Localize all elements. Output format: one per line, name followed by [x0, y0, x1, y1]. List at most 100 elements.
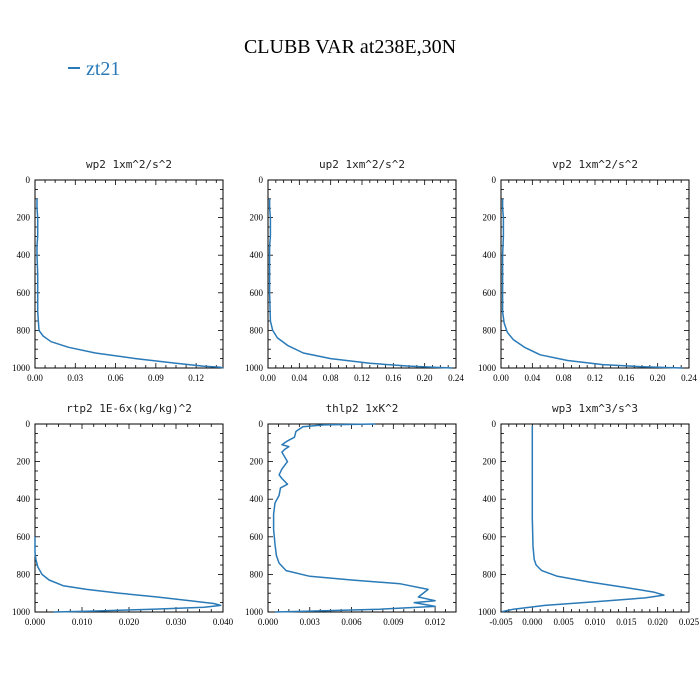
- y-tick-label: 800: [250, 325, 264, 335]
- panel-title: up2 1xm^2/s^2: [319, 158, 405, 171]
- x-tick-label: 0.006: [341, 617, 362, 627]
- y-tick-label: 0: [259, 419, 264, 429]
- legend-swatch: [68, 67, 80, 70]
- y-tick-label: 400: [483, 250, 497, 260]
- y-tick-label: 800: [483, 325, 497, 335]
- plot-frame: [267, 423, 457, 613]
- x-tick-label: 0.12: [587, 373, 603, 383]
- x-tick-label: 0.009: [383, 617, 404, 627]
- y-tick-label: 800: [250, 569, 264, 579]
- y-tick-label: 400: [17, 250, 31, 260]
- y-tick-label: 200: [250, 213, 264, 223]
- x-tick-label: 0.08: [323, 373, 339, 383]
- x-tick-label: 0.12: [354, 373, 370, 383]
- x-tick-label: 0.010: [585, 617, 606, 627]
- y-tick-label: 600: [250, 288, 264, 298]
- panel-title: wp2 1xm^2/s^2: [86, 158, 172, 171]
- x-tick-label: 0.000: [258, 617, 279, 627]
- y-tick-label: 600: [250, 532, 264, 542]
- chart-panel-3: vp2 1xm^2/s^2 0.00 0.04 0.08 0.12 0.16 0.20 0.2…: [478, 158, 697, 383]
- y-tick-label: 0: [492, 175, 497, 185]
- y-tick-label: 600: [483, 532, 497, 542]
- chart-panel-2: up2 1xm^2/s^2 0.00 0.04 0.08 0.12 0.16 0.20 0.2…: [245, 158, 464, 383]
- x-tick-label: 0.00: [493, 373, 509, 383]
- x-tick-label: 0.09: [148, 373, 164, 383]
- chart-panel-6: wp3 1xm^3/s^3 -0.005 0.000 0.005 0.010 0.015 0…: [478, 402, 700, 627]
- figure-title: CLUBB VAR at238E,30N: [243, 36, 457, 58]
- x-tick-label: 0.030: [166, 617, 187, 627]
- x-tick-label: 0.20: [650, 373, 666, 383]
- legend-label: zt21: [86, 58, 121, 80]
- x-tick-label: 0.000: [522, 617, 543, 627]
- series-line-zt21: [36, 198, 224, 369]
- y-tick-label: 200: [17, 457, 31, 467]
- chart-panel-1: wp2 1xm^2/s^2 0.00 0.03 0.06 0.09 0.12 0 200 400…: [12, 158, 224, 383]
- x-tick-label: 0.24: [448, 373, 464, 383]
- x-tick-label: 0.000: [25, 617, 46, 627]
- x-tick-label: 0.08: [556, 373, 572, 383]
- y-tick-label: 0: [259, 175, 264, 185]
- x-tick-label: 0.06: [108, 373, 124, 383]
- y-tick-label: 800: [17, 325, 31, 335]
- series-line-zt21: [502, 425, 665, 613]
- y-tick-label: 1000: [245, 363, 264, 373]
- y-tick-label: 800: [483, 569, 497, 579]
- y-tick-label: 400: [250, 494, 264, 504]
- y-tick-label: 600: [17, 288, 31, 298]
- plot-frame: [34, 423, 224, 613]
- x-tick-label: 0.20: [417, 373, 433, 383]
- x-tick-label: 0.012: [425, 617, 445, 627]
- plot-frame: [500, 179, 690, 369]
- y-tick-label: 200: [250, 457, 264, 467]
- x-tick-label: 0.04: [291, 373, 307, 383]
- chart-panel-4: rtp2 1E-6x(kg/kg)^2 0.000 0.010 0.020 0.030 0…: [12, 402, 234, 627]
- plot-frame: [34, 179, 224, 369]
- x-tick-label: 0.005: [554, 617, 575, 627]
- y-tick-label: 400: [250, 250, 264, 260]
- y-tick-label: 200: [483, 213, 497, 223]
- legend: zt21: [68, 58, 120, 81]
- y-tick-label: 0: [26, 419, 31, 429]
- x-tick-label: 0.025: [679, 617, 700, 627]
- series-line-zt21: [501, 198, 683, 369]
- x-tick-label: 0.04: [524, 373, 540, 383]
- series-line-zt21: [272, 423, 436, 613]
- y-tick-label: 400: [483, 494, 497, 504]
- panel-title: wp3 1xm^3/s^3: [552, 402, 638, 415]
- x-tick-label: 0.12: [188, 373, 204, 383]
- chart-panel-5: thlp2 1xK^2 0.000 0.003 0.006 0.009 0.012 0 200…: [245, 402, 457, 627]
- y-tick-label: 1000: [12, 607, 31, 617]
- plot-frame: [500, 423, 690, 613]
- x-tick-label: 0.003: [300, 617, 321, 627]
- x-tick-label: 0.24: [681, 373, 697, 383]
- panel-title: thlp2 1xK^2: [326, 402, 399, 415]
- y-tick-label: 600: [17, 532, 31, 542]
- x-tick-label: 0.00: [27, 373, 43, 383]
- x-tick-label: 0.015: [616, 617, 637, 627]
- series-line-zt21: [34, 536, 222, 613]
- x-tick-label: 0.16: [385, 373, 401, 383]
- x-tick-label: -0.005: [489, 617, 513, 627]
- x-tick-label: 0.00: [260, 373, 276, 383]
- plot-frame: [267, 179, 457, 369]
- y-tick-label: 1000: [478, 607, 497, 617]
- panel-title: vp2 1xm^2/s^2: [552, 158, 638, 171]
- x-tick-label: 0.020: [648, 617, 669, 627]
- x-tick-label: 0.010: [72, 617, 93, 627]
- y-tick-label: 600: [483, 288, 497, 298]
- y-tick-label: 0: [492, 419, 497, 429]
- y-tick-label: 800: [17, 569, 31, 579]
- y-tick-label: 1000: [12, 363, 31, 373]
- x-tick-label: 0.020: [119, 617, 140, 627]
- panel-title: rtp2 1E-6x(kg/kg)^2: [66, 402, 192, 415]
- y-tick-label: 1000: [478, 363, 497, 373]
- x-tick-label: 0.03: [67, 373, 83, 383]
- y-tick-label: 400: [17, 494, 31, 504]
- series-line-zt21: [268, 198, 453, 369]
- y-tick-label: 200: [17, 213, 31, 223]
- x-tick-label: 0.040: [213, 617, 234, 627]
- x-tick-label: 0.16: [618, 373, 634, 383]
- y-tick-label: 0: [26, 175, 31, 185]
- y-tick-label: 1000: [245, 607, 264, 617]
